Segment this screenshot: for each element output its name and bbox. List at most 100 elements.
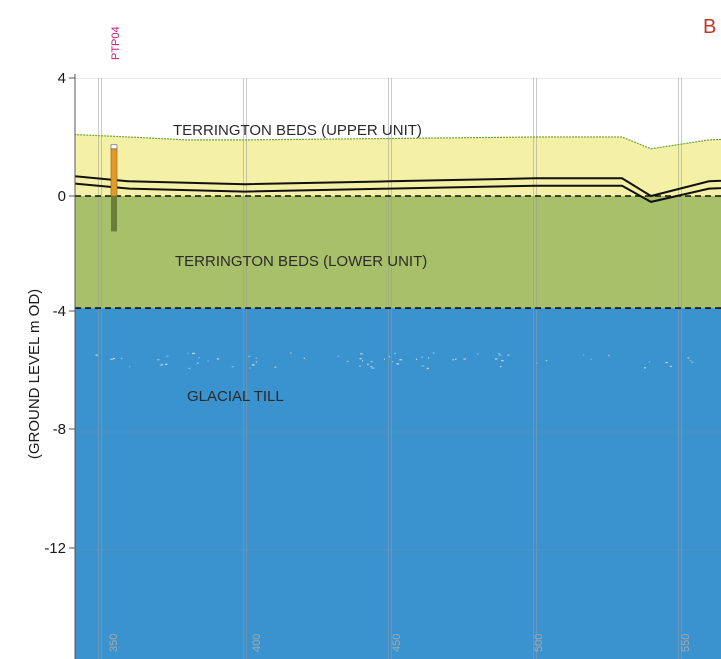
y-axis-ticks: 4 0 -4 -8 -12 xyxy=(44,70,75,557)
unit-label-till: GLACIAL TILL xyxy=(187,388,284,405)
till-speck xyxy=(687,357,690,359)
gridlines xyxy=(75,78,721,659)
till-speck xyxy=(247,355,251,358)
till-speck xyxy=(166,355,169,357)
x-tick-label-500: 500 xyxy=(533,634,545,652)
till-speck xyxy=(255,357,258,359)
till-speck xyxy=(388,356,391,358)
borehole-cap xyxy=(110,144,118,150)
till-speck xyxy=(370,366,373,368)
borehole-screen xyxy=(111,196,117,232)
till-speck xyxy=(582,354,585,356)
till-speck xyxy=(452,359,454,361)
till-speck xyxy=(427,357,430,359)
till-speck xyxy=(251,364,255,366)
till-speck xyxy=(499,354,502,356)
till-speck xyxy=(159,364,163,366)
strata-polygons xyxy=(75,134,721,659)
till-speck xyxy=(156,359,160,361)
section-end-label: B xyxy=(703,16,716,38)
till-speck xyxy=(110,358,113,360)
till-speck xyxy=(536,362,538,364)
till-speck xyxy=(498,353,501,355)
till-speck xyxy=(396,363,400,365)
till-speck xyxy=(207,360,209,362)
till-speck xyxy=(120,357,123,359)
till-speck xyxy=(198,356,200,359)
till-speck xyxy=(665,361,668,364)
till-speck xyxy=(394,352,396,355)
borehole-log xyxy=(110,144,118,232)
till-speck xyxy=(494,358,498,360)
till-speck xyxy=(371,367,375,369)
till-speck xyxy=(399,359,403,361)
till-speck xyxy=(290,352,292,354)
till-speck xyxy=(608,354,610,357)
till-speck xyxy=(501,360,504,362)
x-tick-label-550: 550 xyxy=(680,634,692,652)
y-axis-label: (GROUND LEVEL m OD) xyxy=(26,289,43,459)
till-speck xyxy=(421,365,425,367)
till-speck xyxy=(644,367,646,369)
till-speck xyxy=(165,363,168,365)
till-speck xyxy=(160,363,164,365)
y-tick-label-0: 0 xyxy=(58,188,66,205)
till-speck xyxy=(463,358,466,360)
x-tick-label-350: 350 xyxy=(108,634,120,652)
till-speck xyxy=(507,354,510,356)
till-speck xyxy=(359,365,361,367)
till-speck xyxy=(691,361,694,363)
stratum-glacial-till xyxy=(75,308,721,659)
till-speck xyxy=(188,367,191,370)
strata-boundary-line-2 xyxy=(75,182,721,203)
till-speck xyxy=(432,352,435,354)
till-speck xyxy=(216,358,220,360)
stratum-upper-unit xyxy=(75,134,721,196)
till-speck xyxy=(454,358,457,360)
till-speck xyxy=(361,360,364,362)
till-speck xyxy=(545,359,548,362)
till-speck xyxy=(359,358,362,360)
till-speck xyxy=(346,360,349,363)
till-speck xyxy=(500,365,502,368)
till-speck xyxy=(391,361,394,363)
till-speck xyxy=(421,356,424,358)
y-tick-label-neg12: -12 xyxy=(44,540,66,557)
till-speck xyxy=(337,355,340,357)
x-axis-ticks: 350 400 450 500 550 xyxy=(108,634,692,652)
till-texture xyxy=(95,352,694,370)
stratum-lower-unit xyxy=(75,196,721,309)
till-speck xyxy=(426,367,429,370)
till-speck xyxy=(648,361,650,363)
y-tick-label-4: 4 xyxy=(58,70,66,87)
till-speck xyxy=(415,358,418,360)
till-speck xyxy=(274,366,277,368)
till-speck xyxy=(231,366,234,368)
till-speck xyxy=(360,353,363,355)
borehole-label: PTP04 xyxy=(110,26,122,60)
till-speck xyxy=(192,352,195,355)
unit-label-upper: TERRINGTON BEDS (UPPER UNIT) xyxy=(173,122,422,139)
strata-boundary-line-1 xyxy=(75,175,721,198)
till-speck xyxy=(476,353,479,355)
till-speck xyxy=(95,354,98,356)
borehole-pipe xyxy=(110,148,118,197)
till-speck xyxy=(187,352,189,354)
till-speck xyxy=(112,357,115,360)
y-tick-label-neg8: -8 xyxy=(53,421,66,438)
x-tick-label-400: 400 xyxy=(251,634,263,652)
unit-label-lower: TERRINGTON BEDS (LOWER UNIT) xyxy=(175,253,427,270)
y-tick-label-neg4: -4 xyxy=(53,303,66,320)
till-speck xyxy=(669,365,672,368)
till-speck xyxy=(255,361,258,363)
till-speck xyxy=(303,357,305,359)
till-speck xyxy=(249,367,251,369)
till-speck xyxy=(384,358,385,360)
till-speck xyxy=(370,360,373,363)
x-tick-label-450: 450 xyxy=(391,634,403,652)
till-speck xyxy=(367,363,369,366)
till-speck xyxy=(197,362,199,364)
till-speck xyxy=(129,366,131,368)
till-speck xyxy=(690,360,692,362)
